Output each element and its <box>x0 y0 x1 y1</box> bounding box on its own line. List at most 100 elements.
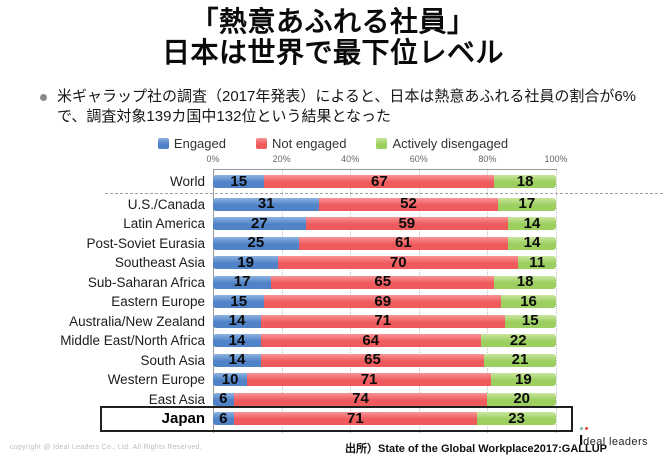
legend-label: Actively disengaged <box>392 136 509 151</box>
bar-value-label: 20 <box>513 390 531 408</box>
bar-segment-actively-disengaged: 22 <box>480 331 556 349</box>
bar-value-label: 70 <box>389 253 407 271</box>
legend-item-0: Engaged <box>157 136 226 151</box>
bar-value-label: 71 <box>360 370 378 388</box>
row-label: Sub-Saharan Africa <box>87 274 205 290</box>
bar-value-label: 15 <box>521 312 539 330</box>
title-line2: 日本は世界で最下位レベル <box>161 37 504 68</box>
stacked-bar: 27 59 14 <box>213 214 556 232</box>
row-label: U.S./Canada <box>127 196 205 212</box>
bar-value-label: 31 <box>257 195 275 213</box>
bar-segment-actively-disengaged: 23 <box>477 409 556 427</box>
bar-segment-engaged: 6 <box>213 391 234 406</box>
legend-label: Engaged <box>173 136 226 151</box>
bar-value-label: 11 <box>529 253 546 271</box>
chart-row-western-europe: Western Europe 10 71 19 <box>0 370 556 390</box>
bar-value-label: 64 <box>362 331 380 349</box>
logo-initial: I <box>579 432 584 449</box>
bar-segment-actively-disengaged: 16 <box>501 292 556 310</box>
stacked-bar: 14 65 21 <box>213 351 556 369</box>
legend-swatch-icon <box>255 138 267 149</box>
stacked-bar: 19 70 11 <box>213 253 556 271</box>
bar-value-label: 23 <box>508 409 525 427</box>
row-label: Australia/New Zealand <box>69 313 205 329</box>
bar-value-label: 65 <box>364 351 381 369</box>
bar-segment-actively-disengaged: 14 <box>507 234 556 252</box>
chart-row-japan: Japan 6 71 23 <box>0 405 573 432</box>
bar-segment-engaged: 14 <box>213 351 262 369</box>
stacked-bar: 25 61 14 <box>213 234 556 252</box>
legend-item-1: Not engaged <box>255 136 347 151</box>
bar-segment-not-engaged: 69 <box>264 294 502 309</box>
chart-row-world: World 15 67 18 <box>0 172 556 192</box>
stacked-bar: 10 71 19 <box>213 370 556 388</box>
bar-value-label: 74 <box>352 390 369 408</box>
bar-value-label: 15 <box>230 292 248 310</box>
bar-value-label: 18 <box>516 172 534 190</box>
source-text: 出所）State of the Global Workplace2017:GAL… <box>345 443 608 455</box>
logo-dots-icon <box>580 427 588 430</box>
bar-value-label: 14 <box>228 351 246 369</box>
x-tick-label: 20% <box>272 154 291 164</box>
bar-value-label: 22 <box>509 331 527 349</box>
bar-value-label: 10 <box>221 370 239 388</box>
stacked-bar: 6 74 20 <box>213 390 556 408</box>
bar-segment-not-engaged: 71 <box>233 411 478 426</box>
legend-swatch-icon <box>157 138 169 149</box>
bar-segment-engaged: 14 <box>213 312 262 330</box>
bar-segment-engaged: 10 <box>213 370 248 388</box>
bar-value-label: 27 <box>250 214 268 232</box>
bar-value-label: 52 <box>400 195 417 213</box>
bar-segment-actively-disengaged: 19 <box>490 372 556 387</box>
bar-segment-engaged: 31 <box>213 195 320 213</box>
bar-value-label: 17 <box>233 273 251 291</box>
bar-segment-actively-disengaged: 21 <box>483 351 556 369</box>
stacked-bar: 31 52 17 <box>213 195 556 213</box>
legend-swatch-icon <box>376 138 388 149</box>
bar-segment-not-engaged: 61 <box>298 235 508 250</box>
bar-value-label: 18 <box>516 273 534 291</box>
bar-value-label: 71 <box>374 312 392 330</box>
engagement-bar-chart: 0% 20% 40% 60% 80% 100% World 15 67 18 U.S./Canad… <box>0 152 666 442</box>
stacked-bar: 14 64 22 <box>213 331 556 349</box>
legend-label: Not engaged <box>271 136 347 151</box>
x-tick-label: 40% <box>341 154 360 164</box>
bar-segment-not-engaged: 67 <box>264 174 495 189</box>
row-label: Latin America <box>123 216 205 232</box>
row-label: World <box>169 174 205 190</box>
stacked-bar: 15 69 16 <box>213 292 556 310</box>
bar-segment-not-engaged: 70 <box>278 253 519 271</box>
bar-segment-engaged: 15 <box>213 292 265 310</box>
chart-row-post-soviet-eurasia: Post-Soviet Eurasia 25 61 14 <box>0 234 556 254</box>
bar-value-label: 15 <box>230 172 248 190</box>
bar-value-label: 14 <box>523 234 541 252</box>
bar-segment-engaged: 17 <box>213 273 272 291</box>
bar-value-label: 59 <box>398 214 416 232</box>
x-tick-label: 60% <box>409 154 428 164</box>
x-axis-line <box>213 169 557 170</box>
stacked-bar: 17 65 18 <box>213 273 556 291</box>
bar-value-label: 14 <box>228 312 246 330</box>
row-label: Japan <box>161 410 205 428</box>
x-tick-label: 100% <box>544 154 568 164</box>
copyright-text: copyright @ Ideal Leaders Co., Ltd. All … <box>10 444 202 451</box>
bar-segment-actively-disengaged: 17 <box>497 196 556 211</box>
bar-value-label: 14 <box>228 331 246 349</box>
x-tick-label: 80% <box>478 154 497 164</box>
world-separator-line <box>105 192 663 194</box>
bar-value-label: 19 <box>237 253 254 271</box>
bar-value-label: 21 <box>511 351 529 369</box>
bar-segment-not-engaged: 74 <box>233 390 488 408</box>
bar-segment-not-engaged: 64 <box>261 331 481 349</box>
chart-row-australia-new-zealand: Australia/New Zealand 14 71 15 <box>0 312 556 332</box>
bar-segment-not-engaged: 52 <box>319 195 498 213</box>
bar-value-label: 14 <box>523 214 541 232</box>
bar-value-label: 65 <box>374 273 392 291</box>
stacked-bar: 14 71 15 <box>213 312 556 330</box>
bar-value-label: 25 <box>247 234 265 252</box>
bar-value-label: 16 <box>520 292 537 310</box>
row-label: Middle East/North Africa <box>60 333 205 349</box>
chart-rows: World 15 67 18 U.S./Canada 31 52 17 Latin Americ… <box>0 172 663 432</box>
bar-segment-engaged: 14 <box>213 331 262 349</box>
bar-segment-actively-disengaged: 18 <box>494 172 556 190</box>
